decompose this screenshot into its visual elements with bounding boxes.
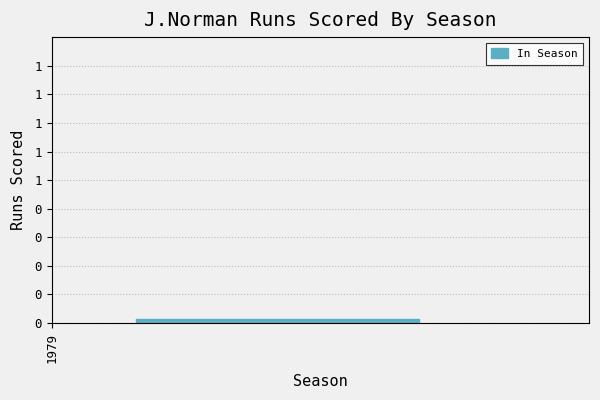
Title: J.Norman Runs Scored By Season: J.Norman Runs Scored By Season [144,11,497,30]
Legend: In Season: In Season [486,43,583,65]
X-axis label: Season: Season [293,374,347,389]
Y-axis label: Runs Scored: Runs Scored [11,130,26,230]
